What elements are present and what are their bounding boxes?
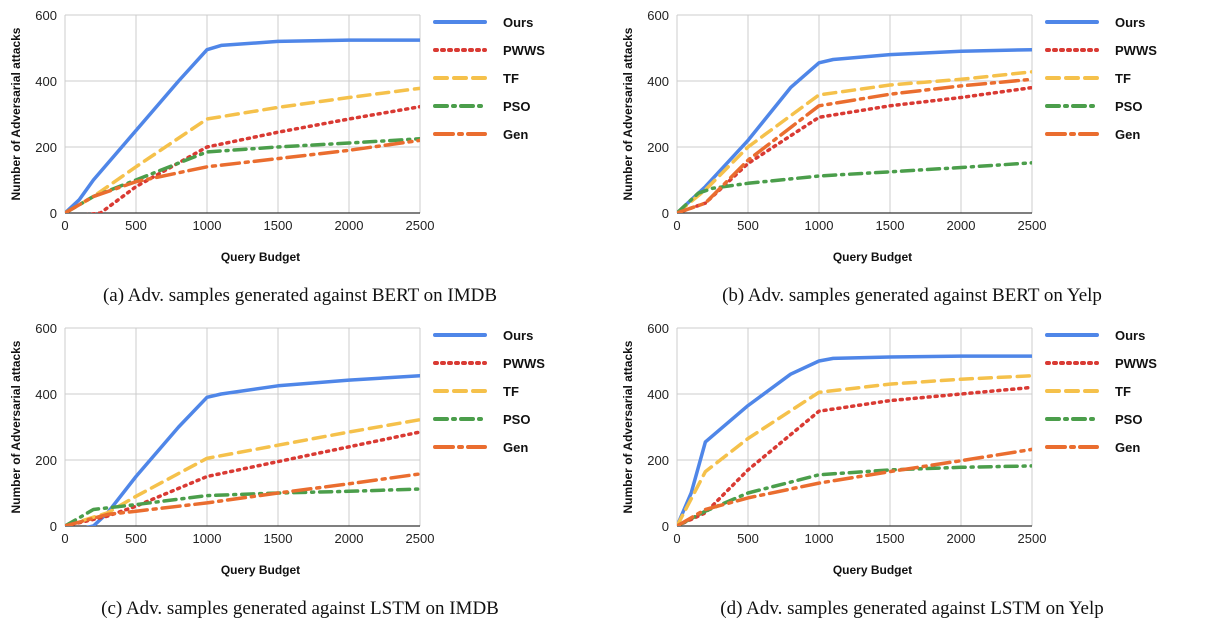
legend-label-ours: Ours xyxy=(503,328,533,343)
chart-panel-d: 0 500 1000 1500 2000 2500 0 200 400 600 Query Budg… xyxy=(612,313,1212,626)
legend-label-pso: PSO xyxy=(503,412,530,427)
y-tick-label: 200 xyxy=(647,453,669,468)
legend-label-tf: TF xyxy=(1115,384,1131,399)
legend-label-gen: Gen xyxy=(1115,127,1140,142)
legend-label-pwws: PWWS xyxy=(1115,356,1157,371)
x-tick-label: 0 xyxy=(673,218,680,233)
series-line-gen xyxy=(65,472,420,526)
chart-caption-b: (b) Adv. samples generated against BERT … xyxy=(722,285,1102,306)
y-axis-label: Number of Adversarial attacks xyxy=(9,27,23,200)
series-line-tf xyxy=(65,86,420,213)
chart-caption-d: (d) Adv. samples generated against LSTM … xyxy=(720,598,1104,619)
x-tick-label: 500 xyxy=(737,218,759,233)
x-tick-label: 1000 xyxy=(805,218,834,233)
x-axis-label: Query Budget xyxy=(833,563,912,577)
series-line-pso xyxy=(677,464,1032,526)
y-tick-label: 600 xyxy=(647,321,669,336)
legend-label-pwws: PWWS xyxy=(503,43,545,58)
y-axis-label: Number of Adversarial attacks xyxy=(9,340,23,513)
legend-label-pso: PSO xyxy=(503,99,530,114)
line-chart-b: 0 500 1000 1500 2000 2500 0 200 400 600 Query Budg… xyxy=(621,8,1157,264)
x-axis-label: Query Budget xyxy=(221,563,300,577)
legend-label-tf: TF xyxy=(503,384,519,399)
series-line-ours xyxy=(677,354,1032,526)
y-axis-label: Number of Adversarial attacks xyxy=(621,340,635,513)
legend-label-gen: Gen xyxy=(1115,440,1140,455)
legend-label-ours: Ours xyxy=(1115,15,1145,30)
series-line-ours xyxy=(65,38,420,213)
legend-label-ours: Ours xyxy=(503,15,533,30)
y-tick-label: 0 xyxy=(50,206,57,221)
y-tick-label: 400 xyxy=(647,387,669,402)
x-tick-label: 1500 xyxy=(264,531,293,546)
x-tick-label: 2000 xyxy=(947,218,976,233)
x-tick-label: 2500 xyxy=(1018,218,1047,233)
line-chart-c: 0 500 1000 1500 2000 2500 0 200 400 600 Query Budg… xyxy=(9,321,545,577)
legend-label-ours: Ours xyxy=(1115,328,1145,343)
series-line-pso xyxy=(65,487,420,526)
legend-label-pso: PSO xyxy=(1115,412,1142,427)
x-tick-label: 0 xyxy=(673,531,680,546)
x-tick-label: 2000 xyxy=(335,218,364,233)
x-tick-label: 1000 xyxy=(193,531,222,546)
legend-label-gen: Gen xyxy=(503,440,528,455)
series-line-pwws xyxy=(85,104,420,213)
x-tick-label: 2000 xyxy=(335,531,364,546)
legend-label-tf: TF xyxy=(1115,71,1131,86)
x-tick-label: 500 xyxy=(125,531,147,546)
x-tick-label: 1500 xyxy=(876,218,905,233)
x-tick-label: 500 xyxy=(125,218,147,233)
x-axis-label: Query Budget xyxy=(221,250,300,264)
x-tick-label: 2500 xyxy=(406,218,435,233)
series-line-gen xyxy=(65,138,420,213)
chart-panel-a: 0 500 1000 1500 2000 2500 0 200 400 600 Query Budg… xyxy=(0,0,600,313)
y-tick-label: 200 xyxy=(35,453,57,468)
legend-label-pso: PSO xyxy=(1115,99,1142,114)
chart-caption-a: (a) Adv. samples generated against BERT … xyxy=(102,285,498,306)
chart-caption-c: (c) Adv. samples generated against LSTM … xyxy=(101,598,499,619)
series-line-tf xyxy=(65,417,420,526)
series-line-gen xyxy=(677,77,1032,213)
x-tick-label: 0 xyxy=(61,531,68,546)
chart-panel-c: 0 500 1000 1500 2000 2500 0 200 400 600 Query Budg… xyxy=(0,313,600,626)
series-line-pwws xyxy=(677,85,1032,213)
series-line-pso xyxy=(677,161,1032,213)
legend-label-pwws: PWWS xyxy=(503,356,545,371)
x-tick-label: 1000 xyxy=(193,218,222,233)
x-tick-label: 1500 xyxy=(876,531,905,546)
y-tick-label: 600 xyxy=(35,8,57,23)
series-line-ours xyxy=(85,374,420,526)
series-line-tf xyxy=(677,374,1032,526)
series-line-tf xyxy=(677,70,1032,213)
y-tick-label: 0 xyxy=(662,206,669,221)
y-tick-label: 200 xyxy=(647,140,669,155)
y-tick-label: 400 xyxy=(35,387,57,402)
series-line-pwws xyxy=(65,430,420,526)
x-tick-label: 2500 xyxy=(406,531,435,546)
x-axis-label: Query Budget xyxy=(833,250,912,264)
x-tick-label: 1500 xyxy=(264,218,293,233)
y-tick-label: 600 xyxy=(35,321,57,336)
chart-panel-b: 0 500 1000 1500 2000 2500 0 200 400 600 Query Budg… xyxy=(612,0,1212,313)
y-tick-label: 400 xyxy=(35,74,57,89)
x-tick-label: 500 xyxy=(737,531,759,546)
y-axis-label: Number of Adversarial attacks xyxy=(621,27,635,200)
line-chart-a: 0 500 1000 1500 2000 2500 0 200 400 600 Query Budg… xyxy=(9,8,545,264)
y-tick-label: 0 xyxy=(662,519,669,534)
x-tick-label: 2000 xyxy=(947,531,976,546)
y-tick-label: 0 xyxy=(50,519,57,534)
legend-label-tf: TF xyxy=(503,71,519,86)
y-tick-label: 400 xyxy=(647,74,669,89)
y-tick-label: 600 xyxy=(647,8,669,23)
line-chart-d: 0 500 1000 1500 2000 2500 0 200 400 600 Query Budg… xyxy=(621,321,1157,577)
y-tick-label: 200 xyxy=(35,140,57,155)
series-line-ours xyxy=(677,47,1032,213)
x-tick-label: 1000 xyxy=(805,531,834,546)
legend-label-pwws: PWWS xyxy=(1115,43,1157,58)
legend-label-gen: Gen xyxy=(503,127,528,142)
x-tick-label: 0 xyxy=(61,218,68,233)
x-tick-label: 2500 xyxy=(1018,531,1047,546)
series-line-gen xyxy=(677,447,1032,526)
